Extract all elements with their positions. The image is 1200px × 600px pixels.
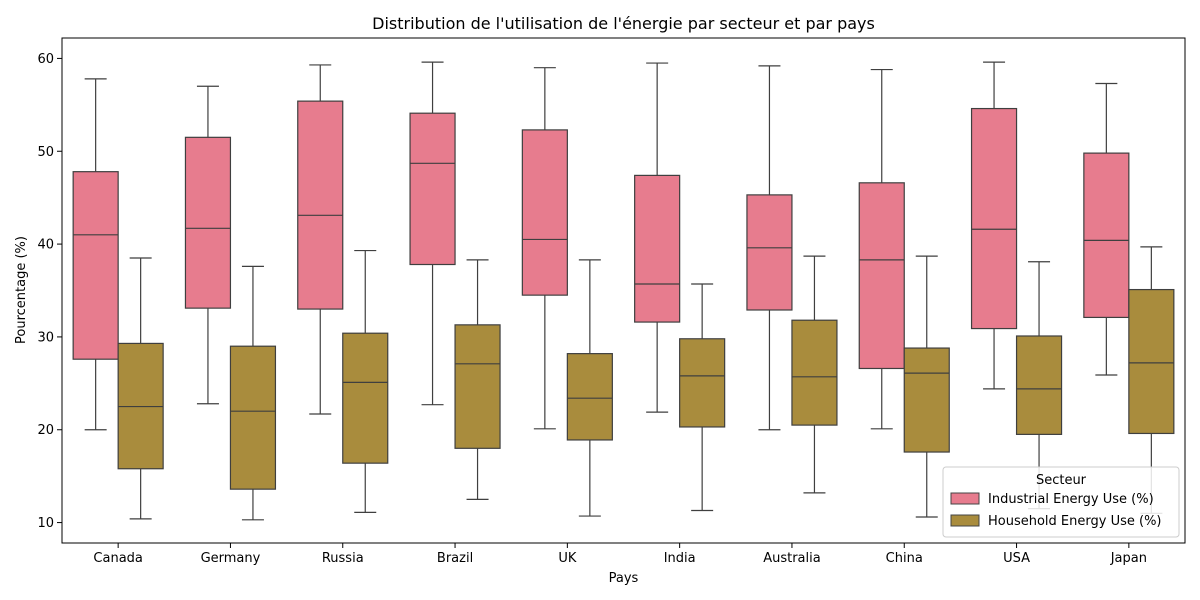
legend-title: Secteur: [1036, 473, 1087, 488]
x-axis: Canada Germany Russia Brazil UK India Australi…: [93, 543, 1147, 566]
y-tick-label-50: 50: [37, 145, 54, 160]
iqr-box-australia-industrial: [746, 194, 793, 311]
x-tick-label-uk: UK: [558, 551, 577, 566]
box-usa-industrial: [970, 61, 1018, 390]
box-japan-industrial: [1083, 82, 1130, 376]
box-brazil-household: [454, 259, 501, 500]
iqr-box-uk-industrial: [521, 129, 568, 296]
iqr-box-germany-household: [229, 345, 277, 490]
iqr-box-russia-industrial: [297, 100, 344, 310]
box-germany-industrial: [184, 85, 232, 405]
box-uk-industrial: [521, 67, 568, 430]
box-china-household: [903, 255, 950, 518]
iqr-box-china-industrial: [858, 182, 905, 370]
chart-title: Distribution de l'utilisation de l'énerg…: [372, 14, 875, 33]
box-russia-industrial: [297, 64, 344, 415]
box-australia-household: [791, 255, 838, 494]
box-india-household: [679, 283, 726, 512]
iqr-box-australia-household: [791, 319, 838, 426]
legend-swatch-household: [950, 514, 980, 527]
legend: Secteur Industrial Energy Use (%) Househ…: [942, 466, 1180, 538]
y-tick-label-60: 60: [37, 52, 54, 67]
iqr-box-canada-industrial: [72, 171, 119, 360]
box-brazil-industrial: [409, 61, 456, 406]
legend-label-industrial: Industrial Energy Use (%): [988, 492, 1154, 507]
iqr-box-usa-household: [1015, 335, 1063, 435]
iqr-box-japan-industrial: [1083, 152, 1130, 319]
iqr-box-uk-household: [566, 353, 613, 441]
box-uk-household: [566, 259, 613, 517]
x-tick-label-japan: Japan: [1110, 551, 1147, 566]
x-tick-label-china: China: [886, 551, 923, 566]
y-tick-label-30: 30: [37, 330, 54, 345]
iqr-box-japan-household: [1128, 288, 1175, 435]
iqr-box-usa-industrial: [970, 107, 1018, 330]
box-canada-industrial: [72, 78, 119, 431]
x-tick-label-germany: Germany: [201, 551, 261, 566]
x-tick-label-russia: Russia: [322, 551, 364, 566]
box-india-industrial: [634, 62, 681, 413]
iqr-box-brazil-household: [454, 324, 501, 449]
x-tick-label-canada: Canada: [93, 551, 142, 566]
box-germany-household: [229, 265, 277, 521]
y-tick-label-20: 20: [37, 423, 54, 438]
x-tick-label-usa: USA: [1003, 551, 1030, 566]
iqr-box-china-household: [903, 347, 950, 453]
iqr-box-india-industrial: [634, 174, 681, 323]
legend-swatch-industrial: [950, 492, 980, 505]
x-axis-label: Pays: [609, 571, 639, 586]
x-tick-label-australia: Australia: [763, 551, 821, 566]
legend-label-household: Household Energy Use (%): [988, 514, 1162, 529]
x-tick-label-brazil: Brazil: [437, 551, 473, 566]
plot-frame: [61, 37, 1186, 544]
y-axis-label: Pourcentage (%): [14, 236, 29, 344]
boxes-layer: [72, 61, 1175, 521]
box-russia-household: [342, 249, 389, 513]
box-japan-household: [1128, 246, 1175, 514]
iqr-box-india-household: [679, 338, 726, 428]
box-australia-industrial: [746, 65, 793, 431]
x-tick-label-india: India: [664, 551, 696, 566]
y-tick-label-40: 40: [37, 238, 54, 253]
box-canada-household: [117, 257, 164, 520]
iqr-box-russia-household: [342, 332, 389, 464]
y-tick-label-10: 10: [37, 516, 54, 531]
legend-frame: [942, 466, 1180, 538]
y-axis: 10 20 30 40 50 60: [37, 52, 62, 531]
iqr-box-germany-industrial: [184, 136, 232, 309]
iqr-box-brazil-industrial: [409, 112, 456, 266]
box-china-industrial: [858, 68, 905, 430]
